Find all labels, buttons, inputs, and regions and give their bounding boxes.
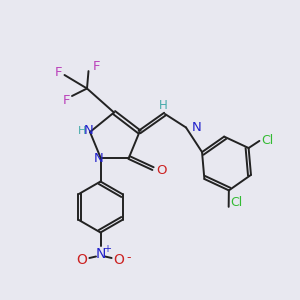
Text: Cl: Cl [261, 134, 273, 147]
Text: H: H [77, 125, 86, 136]
Text: N: N [95, 247, 106, 261]
Text: -: - [127, 251, 131, 265]
Text: O: O [114, 253, 124, 266]
Text: +: + [103, 244, 111, 254]
Text: O: O [157, 164, 167, 177]
Text: F: F [93, 59, 101, 73]
Text: N: N [191, 121, 201, 134]
Text: O: O [76, 253, 87, 266]
Text: F: F [55, 65, 62, 79]
Text: Cl: Cl [230, 196, 242, 209]
Text: N: N [84, 124, 93, 137]
Text: N: N [94, 152, 104, 165]
Text: H: H [159, 99, 168, 112]
Text: F: F [62, 94, 70, 107]
